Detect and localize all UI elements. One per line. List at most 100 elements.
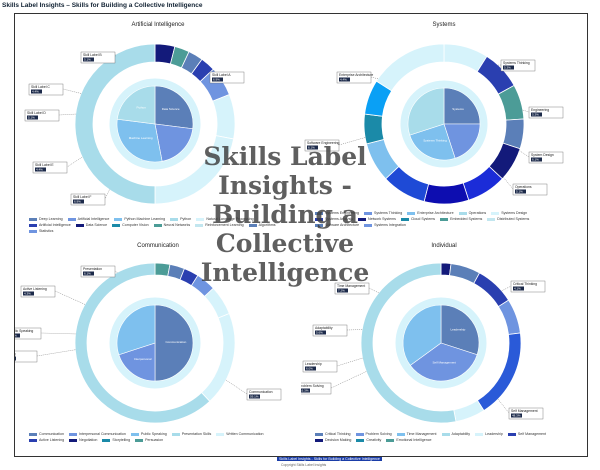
legend-item[interactable]: Active Listening xyxy=(29,437,64,443)
legend-item[interactable]: Problem Solving xyxy=(355,431,392,437)
callout-label: Skill Label A xyxy=(212,73,231,77)
legend-item[interactable]: Systems Integration xyxy=(364,222,406,228)
legend-label: Time Management xyxy=(406,432,437,436)
outer-slice[interactable] xyxy=(453,399,485,423)
legend-item[interactable]: Computer Vision xyxy=(112,222,149,228)
legend-swatch xyxy=(315,211,323,215)
legend-item[interactable]: Time Management xyxy=(396,431,437,437)
legend-item[interactable]: Public Speaking xyxy=(130,431,167,437)
callout-label: Problem Solving xyxy=(301,384,324,388)
callout-label: Adaptability xyxy=(315,326,333,330)
legend-item[interactable]: Artificial Intelligence xyxy=(29,222,71,228)
callout-box: Skill Label A6.9% xyxy=(209,71,245,84)
inner-slice-label: Machine Learning xyxy=(129,136,153,140)
legend-item[interactable]: Distributed Systems xyxy=(487,216,529,222)
inner-slice-label: Communication xyxy=(165,340,186,344)
legend-item[interactable]: Systems Engineering xyxy=(315,210,359,216)
legend-item[interactable]: Statistics xyxy=(29,228,53,234)
legend-item[interactable]: Emotional Intelligence xyxy=(386,437,432,443)
legend-label: Storytelling xyxy=(112,438,131,442)
outer-slice[interactable] xyxy=(74,262,211,424)
legend-label: Systems Design xyxy=(501,211,528,215)
legend-item[interactable]: Data Science xyxy=(75,222,108,228)
outer-slice[interactable] xyxy=(363,113,385,145)
panel-individual: Individual Leadership Self Management Crit… xyxy=(301,235,587,456)
inner-slice-label: Self Management xyxy=(433,361,457,365)
outer-slice[interactable] xyxy=(212,94,236,140)
legend-label: Reinforcement Learning xyxy=(205,223,244,227)
legend-item[interactable]: Systems Design xyxy=(491,210,527,216)
legend-item[interactable]: Systems Analysis xyxy=(315,216,353,222)
legend-item[interactable]: Software Architecture xyxy=(315,222,359,228)
legend-swatch xyxy=(67,217,76,221)
callout-label: Self Management xyxy=(511,409,538,413)
legend-item[interactable]: Persuasion xyxy=(135,437,163,443)
footer-link[interactable]: Skills Label Insights - Skills for Build… xyxy=(277,457,382,461)
legend-item[interactable]: Adaptability xyxy=(441,431,470,437)
outer-slice[interactable] xyxy=(200,313,236,402)
legend-item[interactable]: Embedded Systems xyxy=(440,216,482,222)
legend-swatch xyxy=(114,217,123,221)
legend-label: Statistics xyxy=(39,229,54,233)
legend-swatch xyxy=(440,217,449,221)
outer-slice[interactable] xyxy=(423,182,470,205)
legend-item[interactable]: Critical Thinking xyxy=(315,431,351,437)
legend-item[interactable]: Leadership xyxy=(475,431,503,437)
inner-slice[interactable] xyxy=(407,87,445,136)
legend-item[interactable]: Creativity xyxy=(356,437,381,443)
inner-slice[interactable] xyxy=(116,85,156,125)
callout-value: 5.1% xyxy=(28,116,35,120)
callout-value: 59.1% xyxy=(250,395,259,399)
panel-title: Individual xyxy=(431,243,457,249)
callout-value: 6.9% xyxy=(74,200,81,204)
legend-item[interactable]: Deep Learning xyxy=(29,216,63,222)
callout-label: Skill Label C xyxy=(31,85,50,89)
legend-item[interactable]: Cloud Systems xyxy=(400,216,435,222)
legend-item[interactable]: Natural Language Processing xyxy=(196,216,254,222)
legend-item[interactable]: Decision Making xyxy=(315,437,351,443)
legend-item[interactable]: Interpersonal Communication xyxy=(68,431,126,437)
legend-label: Natural Language Processing xyxy=(206,217,254,221)
callout-value: 4.4% xyxy=(32,90,39,94)
legend-item[interactable]: Network Systems xyxy=(357,216,396,222)
legend-swatch xyxy=(315,217,323,221)
legend-label: Data Science xyxy=(85,223,108,227)
legend-item[interactable]: Written Communication xyxy=(216,431,264,437)
outer-slice[interactable] xyxy=(74,43,156,205)
outer-slice[interactable] xyxy=(497,299,521,335)
callout-leader xyxy=(497,399,510,414)
legend-item[interactable]: Self Management xyxy=(507,431,546,437)
legend-item[interactable]: Communication xyxy=(29,431,64,437)
outer-slice[interactable] xyxy=(375,43,445,92)
legend-item[interactable]: Operations xyxy=(458,210,486,216)
legend-item[interactable]: Negotiation xyxy=(69,437,97,443)
legend-swatch xyxy=(364,223,373,227)
legend-item[interactable]: Presentation Skills xyxy=(171,431,211,437)
legend-item[interactable]: Reinforcement Learning xyxy=(195,222,244,228)
legend-item[interactable]: Python xyxy=(170,216,191,222)
callout-value: 4.1% xyxy=(514,287,521,291)
outer-slice[interactable] xyxy=(360,262,457,424)
inner-slice-label: Leadership xyxy=(450,328,465,332)
legend-label: Systems Thinking xyxy=(373,211,403,215)
outer-slice[interactable] xyxy=(204,287,230,319)
callout-leader xyxy=(66,156,83,168)
inner-slice[interactable] xyxy=(116,304,156,356)
inner-slice[interactable] xyxy=(402,304,442,366)
legend-item[interactable]: Neural Networks xyxy=(153,222,190,228)
outer-slice[interactable] xyxy=(473,272,510,308)
legend-item[interactable]: Artificial Intelligence xyxy=(67,216,109,222)
legend-label: Critical Thinking xyxy=(325,432,351,436)
callout-label: Communication xyxy=(249,390,273,394)
callout-label: Operations xyxy=(515,185,532,189)
legend-swatch xyxy=(248,223,257,227)
legend-label: Systems Engineering xyxy=(325,211,359,215)
legend-item[interactable]: Systems Thinking xyxy=(363,210,403,216)
legend-item[interactable]: Python Machine Learning xyxy=(114,216,165,222)
legend-item[interactable]: Storytelling xyxy=(102,437,130,443)
legend-item[interactable]: Enterprise Architecture xyxy=(407,210,454,216)
legend-item[interactable]: Algorithms xyxy=(248,222,276,228)
